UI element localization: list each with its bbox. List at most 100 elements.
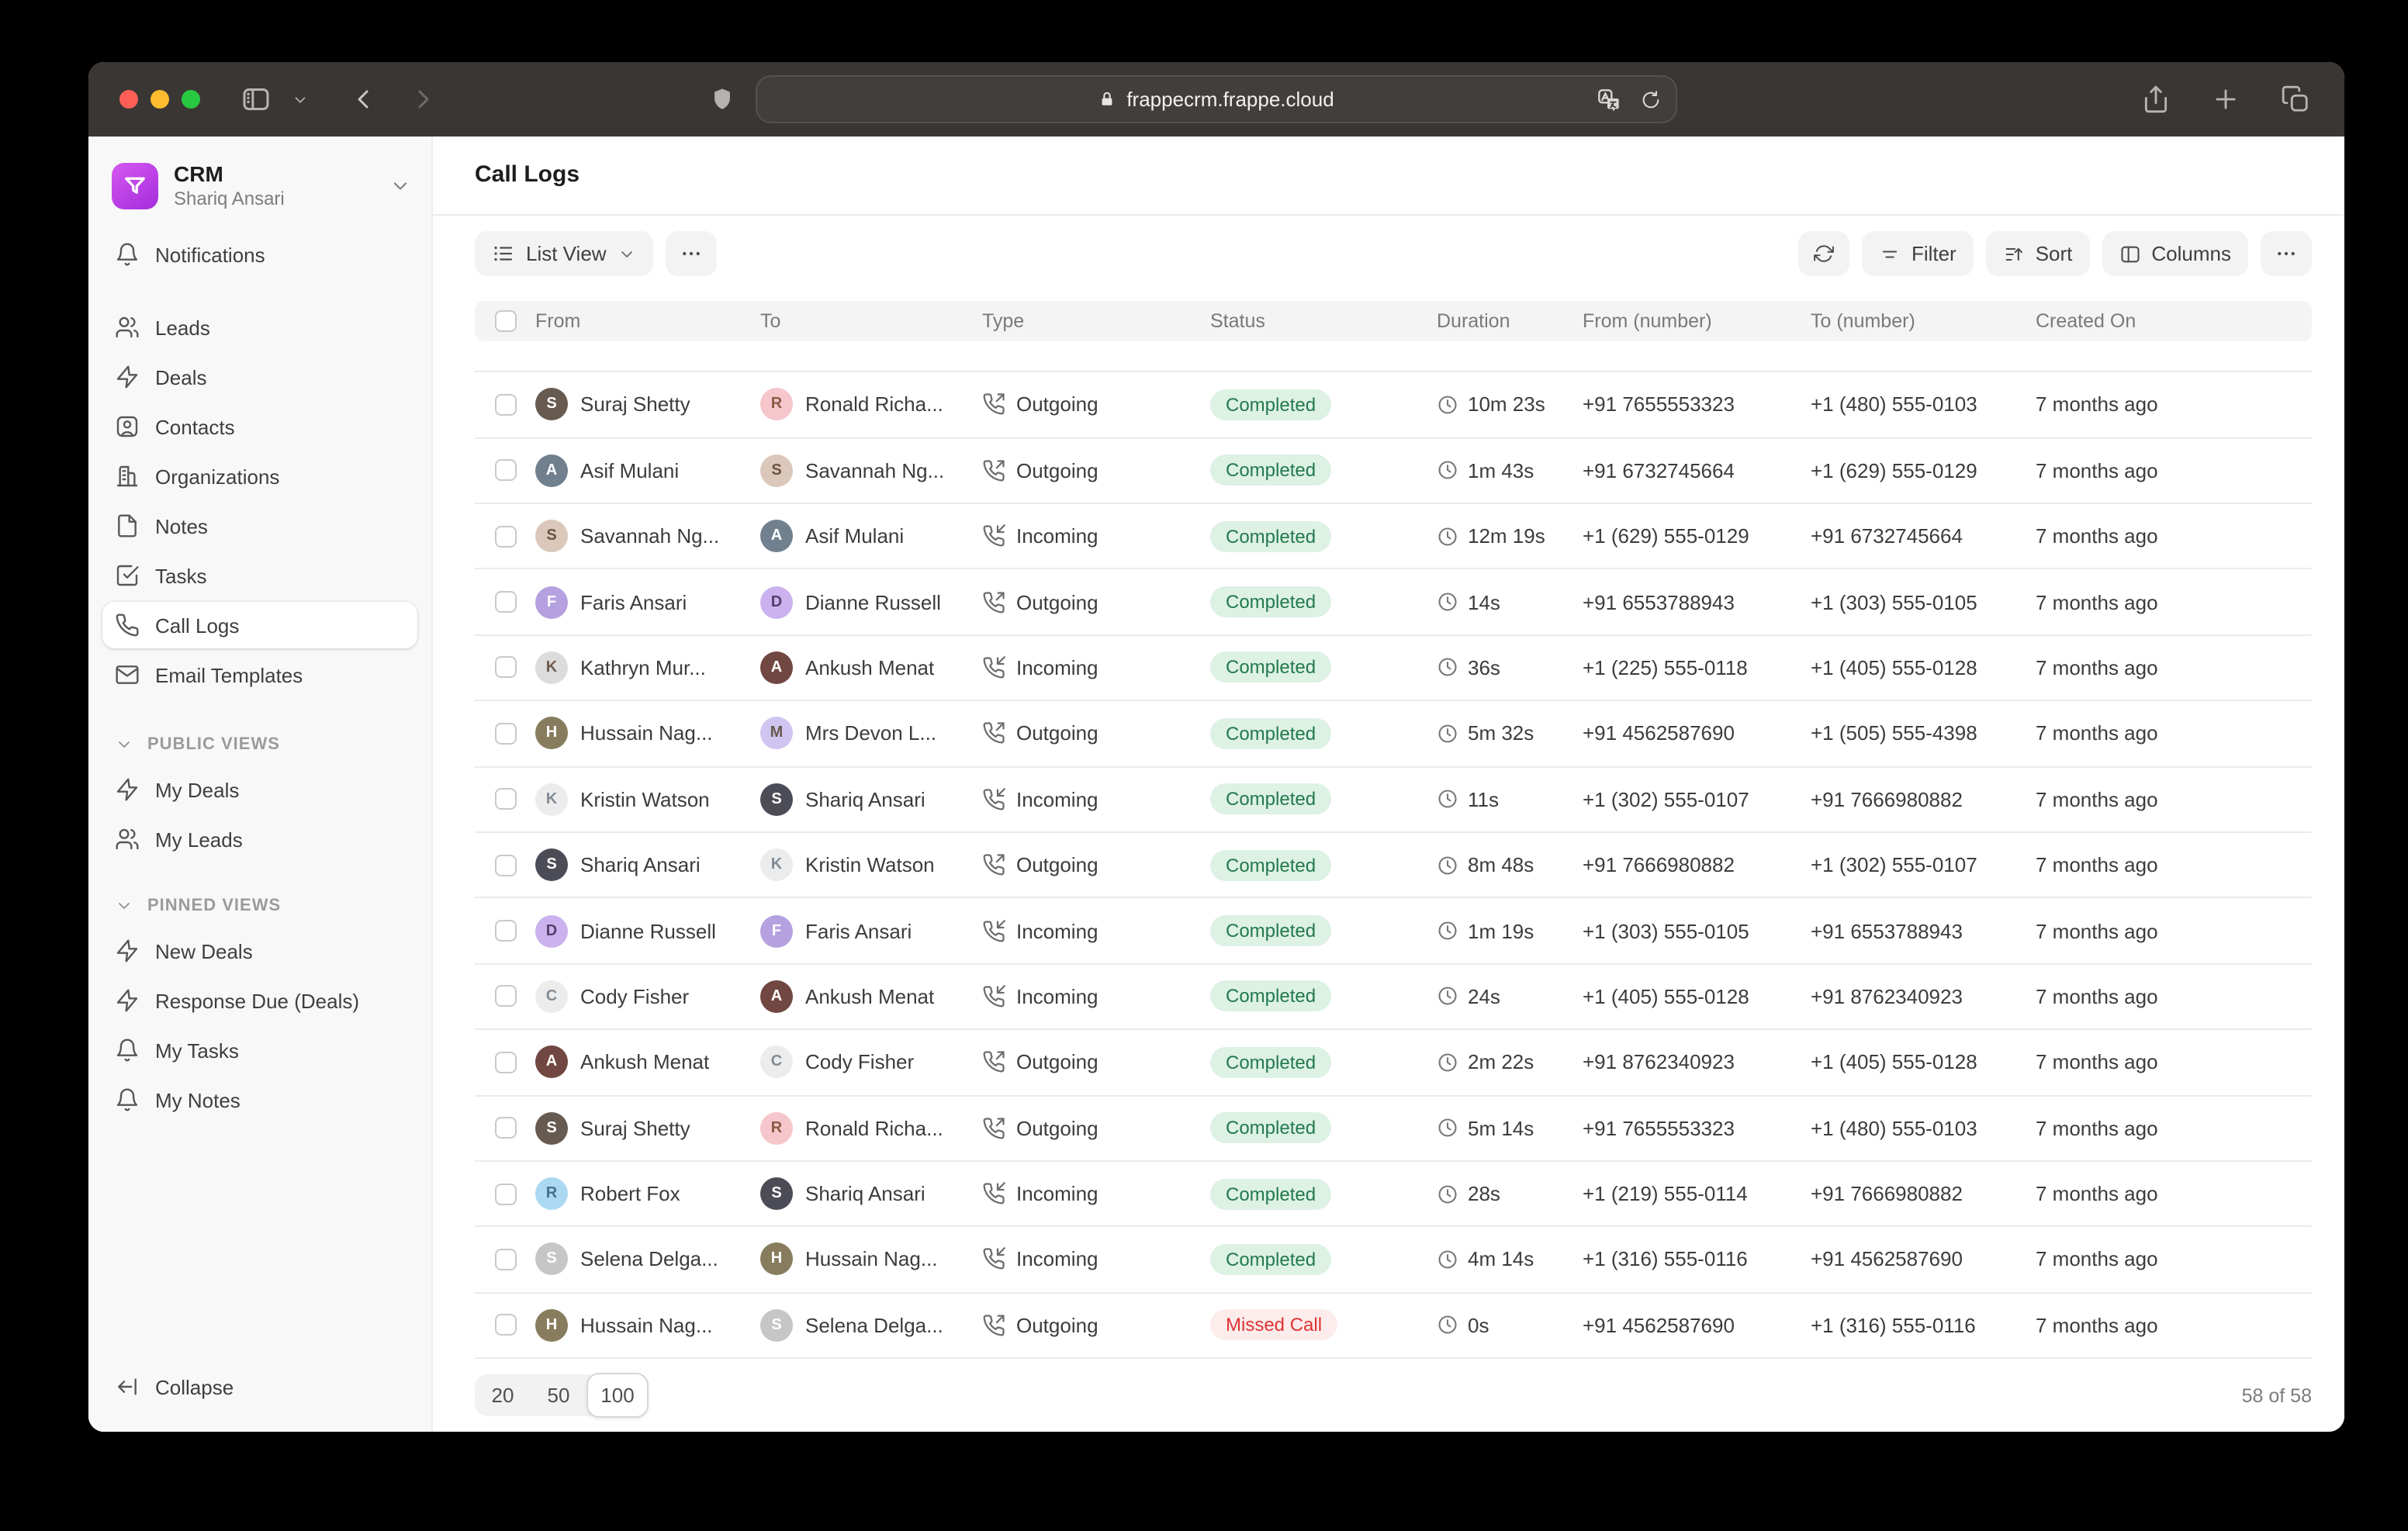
page-size-20[interactable]: 20 [491, 1384, 514, 1408]
duration-cell: 0s [1437, 1314, 1583, 1337]
from-cell: S Suraj Shetty [535, 388, 760, 421]
clock-icon [1437, 1183, 1458, 1204]
row-checkbox-cell [475, 854, 535, 876]
sidebar-item-new-deals[interactable]: New Deals [102, 928, 417, 974]
reload-icon[interactable] [1640, 88, 1662, 110]
section-title-public-views[interactable]: PUBLIC VIEWS [102, 723, 417, 766]
sidebar-item-my-notes[interactable]: My Notes [102, 1077, 417, 1123]
columns-button[interactable]: Columns [2102, 231, 2248, 277]
row-checkbox[interactable] [495, 722, 517, 745]
table-row[interactable]: S Suraj Shetty R Ronald Richa... Outgoing Com… [475, 372, 2312, 439]
from-number: +1 (629) 555-0129 [1583, 524, 1749, 548]
from-number-cell: +1 (302) 555-0107 [1583, 787, 1811, 810]
privacy-shield-icon[interactable] [709, 86, 735, 112]
row-checkbox[interactable] [495, 525, 517, 548]
table-row[interactable]: R Robert Fox S Shariq Ansari Incoming Complet… [475, 1162, 2312, 1228]
row-checkbox[interactable] [495, 788, 517, 810]
table-row[interactable]: S Selena Delga... H Hussain Nag... Incoming C… [475, 1228, 2312, 1294]
table-row[interactable]: S Savannah Ng... A Asif Mulani Incoming Compl… [475, 504, 2312, 570]
sidebar-item-email-templates[interactable]: Email Templates [102, 651, 417, 698]
collapse-sidebar-button[interactable]: Collapse [102, 1363, 417, 1410]
table-row[interactable]: A Asif Mulani S Savannah Ng... Outgoing Compl… [475, 438, 2312, 504]
duration-value: 1m 19s [1468, 919, 1534, 943]
sidebar-item-label: New Deals [155, 939, 253, 963]
sidebar-item-leads[interactable]: Leads [102, 304, 417, 351]
view-switcher-button[interactable]: List View [475, 231, 653, 277]
share-icon[interactable] [2141, 85, 2171, 114]
sidebar-item-my-deals[interactable]: My Deals [102, 766, 417, 813]
workspace-switcher[interactable]: CRM Shariq Ansari [102, 152, 417, 231]
forward-button[interactable] [408, 84, 439, 115]
row-checkbox[interactable] [495, 985, 517, 1007]
table-row[interactable]: D Dianne Russell F Faris Ansari Incoming Comp… [475, 899, 2312, 965]
close-window-button[interactable] [119, 90, 138, 109]
table-row[interactable]: K Kristin Watson S Shariq Ansari Incoming Com… [475, 767, 2312, 833]
status-badge: Completed [1210, 651, 1332, 683]
sidebar-item-my-tasks[interactable]: My Tasks [102, 1027, 417, 1073]
type-cell: Outgoing [982, 722, 1210, 745]
from-name: Hussain Nag... [580, 1313, 713, 1337]
page-size-100[interactable]: 100 [586, 1373, 649, 1419]
status-badge: Completed [1210, 915, 1332, 947]
sidebar-item-call-logs[interactable]: Call Logs [102, 602, 417, 649]
table-row[interactable]: F Faris Ansari D Dianne Russell Outgoing Comp… [475, 570, 2312, 636]
table-row[interactable]: S Shariq Ansari K Kristin Watson Outgoing Com… [475, 833, 2312, 899]
chevron-down-icon[interactable] [292, 91, 309, 108]
refresh-button[interactable] [1797, 231, 1849, 277]
translate-icon[interactable] [1597, 87, 1621, 112]
maximize-window-button[interactable] [182, 90, 200, 109]
nav-spacer [102, 281, 417, 304]
table-row[interactable]: A Ankush Menat C Cody Fisher Outgoing Complet… [475, 1030, 2312, 1096]
sidebar-item-notes[interactable]: Notes [102, 503, 417, 549]
filter-button[interactable]: Filter [1861, 231, 1974, 277]
to-cell: A Ankush Menat [760, 651, 982, 684]
more-options-button[interactable] [2261, 231, 2312, 277]
duration-cell: 10m 23s [1437, 393, 1583, 416]
section-title-pinned-views[interactable]: PINNED VIEWS [102, 884, 417, 928]
sidebar-item-contacts[interactable]: Contacts [102, 403, 417, 450]
new-tab-icon[interactable] [2211, 85, 2240, 114]
row-checkbox[interactable] [495, 656, 517, 679]
to-name: Ankush Menat [805, 655, 935, 679]
type-cell: Outgoing [982, 590, 1210, 613]
phone-incoming-icon [982, 1248, 1005, 1271]
back-button[interactable] [348, 84, 379, 115]
row-checkbox[interactable] [495, 1051, 517, 1073]
browser-sidebar-toggle-icon[interactable] [240, 84, 272, 115]
sidebar-item-deals[interactable]: Deals [102, 354, 417, 400]
table-row[interactable]: C Cody Fisher A Ankush Menat Incoming Complet… [475, 964, 2312, 1031]
row-checkbox[interactable] [495, 920, 517, 942]
select-all-checkbox[interactable] [495, 310, 517, 333]
from-cell: H Hussain Nag... [535, 1308, 760, 1342]
row-checkbox[interactable] [495, 854, 517, 876]
sidebar-item-label: My Tasks [155, 1039, 239, 1063]
row-checkbox[interactable] [495, 1183, 517, 1205]
to-name: Mrs Devon L... [805, 721, 937, 745]
row-checkbox[interactable] [495, 393, 517, 416]
page-size-50[interactable]: 50 [547, 1384, 570, 1408]
duration-cell: 5m 14s [1437, 1116, 1583, 1139]
table-row[interactable]: H Hussain Nag... S Selena Delga... Outgoing M… [475, 1293, 2312, 1360]
table-row[interactable]: K Kathryn Mur... A Ankush Menat Incoming Comp… [475, 636, 2312, 702]
sidebar-item-response-due-deals[interactable]: Response Due (Deals) [102, 977, 417, 1024]
row-checkbox[interactable] [495, 459, 517, 482]
column-header-status: Status [1210, 310, 1265, 333]
row-checkbox[interactable] [495, 1117, 517, 1139]
address-bar[interactable]: frappecrm.frappe.cloud [756, 75, 1677, 123]
minimize-window-button[interactable] [150, 90, 169, 109]
sort-button[interactable]: Sort [1985, 231, 2090, 277]
view-more-button[interactable] [665, 231, 717, 277]
row-checkbox[interactable] [495, 1248, 517, 1270]
status-cell: Completed [1210, 849, 1437, 881]
table-row[interactable]: S Suraj Shetty R Ronald Richa... Outgoing Com… [475, 1096, 2312, 1162]
table-row[interactable]: H Hussain Nag... M Mrs Devon L... Outgoing Co… [475, 701, 2312, 768]
sidebar-item-my-leads[interactable]: My Leads [102, 816, 417, 862]
row-checkbox[interactable] [495, 591, 517, 613]
tab-overview-icon[interactable] [2281, 85, 2310, 114]
sidebar-item-organizations[interactable]: Organizations [102, 453, 417, 499]
status-cell: Missed Call [1210, 1309, 1437, 1341]
sidebar-item-notifications[interactable]: Notifications [102, 231, 417, 278]
sidebar-item-tasks[interactable]: Tasks [102, 552, 417, 599]
row-checkbox[interactable] [495, 1314, 517, 1336]
